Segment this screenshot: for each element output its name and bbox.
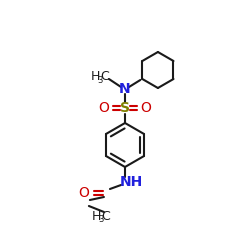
Text: C: C xyxy=(100,70,109,84)
Text: H: H xyxy=(90,70,100,84)
Text: O: O xyxy=(78,186,90,200)
Text: N: N xyxy=(119,82,131,96)
Text: NH: NH xyxy=(120,175,142,189)
Text: O: O xyxy=(140,101,151,115)
Text: S: S xyxy=(120,101,130,115)
Text: H: H xyxy=(91,210,101,222)
Text: 3: 3 xyxy=(97,76,103,85)
Text: C: C xyxy=(102,210,110,222)
Text: 3: 3 xyxy=(98,214,104,224)
Text: O: O xyxy=(98,101,110,115)
